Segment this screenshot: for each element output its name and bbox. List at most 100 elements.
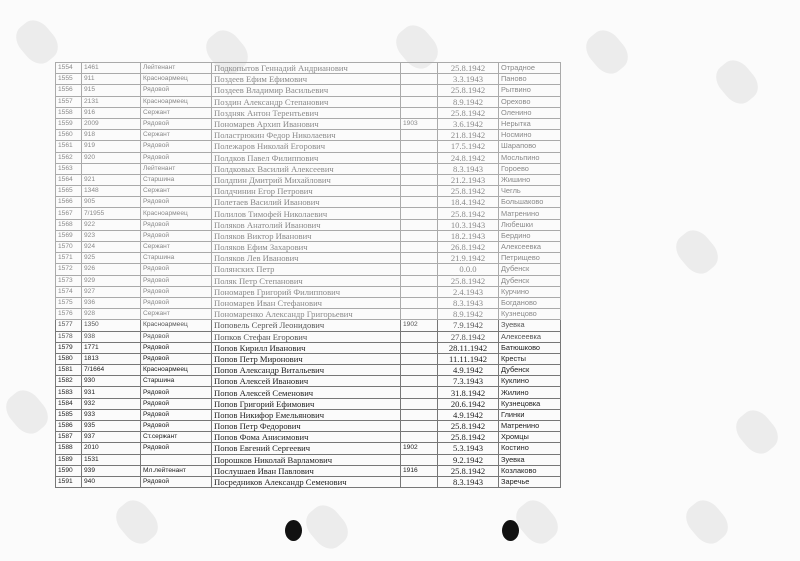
full-name: Попов Григорий Ефимович xyxy=(211,397,401,410)
full-name: Пономарев Иван Стефанович xyxy=(211,296,401,310)
birth-year xyxy=(400,207,438,220)
record-id: 7/1664 xyxy=(81,364,141,377)
rank: Рядовой xyxy=(140,352,212,366)
date: 21.2.1943 xyxy=(437,173,499,187)
date: 17.5.1942 xyxy=(437,140,499,153)
record-number: 1591 xyxy=(55,475,82,489)
table-row: 1565 1348 Сержант Полдчинин Егор Петрович 25… xyxy=(55,185,561,198)
record-number: 1576 xyxy=(55,308,82,321)
record-id: 936 xyxy=(81,296,141,310)
record-id: 926 xyxy=(81,263,141,276)
record-id: 933 xyxy=(81,408,141,422)
full-name: Попов Алексей Семенович xyxy=(211,386,401,399)
rank: Лейтенант xyxy=(140,61,212,75)
birth-year xyxy=(400,285,438,298)
birth-year: 1902 xyxy=(400,319,438,332)
place: Носмино xyxy=(498,129,561,142)
date: 8.3.1943 xyxy=(437,475,499,489)
full-name: Порошков Николай Варламович xyxy=(211,453,401,466)
full-name: Полдковых Василий Алексеевич xyxy=(211,162,401,175)
table-row: 1556 915 Рядовой Поздеев Владимир Васильеви… xyxy=(55,84,561,97)
place: Батюшково xyxy=(498,341,561,354)
table-row: 1581 7/1664 Красноармеец Попов Александр Ви… xyxy=(55,364,561,377)
full-name: Попов Фома Анисимович xyxy=(211,431,401,444)
full-name: Попов Александр Витальевич xyxy=(211,364,401,377)
full-name: Полежаров Николай Егорович xyxy=(211,140,401,153)
birth-year xyxy=(400,61,438,75)
place: Глинки xyxy=(498,408,561,422)
rank: Сержант xyxy=(140,129,212,142)
date: 25.8.1942 xyxy=(437,431,499,444)
record-id: 1813 xyxy=(81,352,141,366)
record-number: 1587 xyxy=(55,431,82,444)
full-name: Поздеев Ефим Ефимович xyxy=(211,73,401,86)
date: 7.9.1942 xyxy=(437,319,499,332)
rank: Рядовой xyxy=(140,263,212,276)
full-name: Попов Никифор Емельянович xyxy=(211,408,401,422)
place: Дубенск xyxy=(498,364,561,377)
rank: Ст.сержант xyxy=(140,431,212,444)
full-name: Попов Кирилл Иванович xyxy=(211,341,401,354)
rank: Рядовой xyxy=(140,442,212,455)
record-number: 1580 xyxy=(55,352,82,366)
rank: Рядовой xyxy=(140,397,212,410)
birth-year: 1916 xyxy=(400,464,438,477)
date: 3.6.1942 xyxy=(437,117,499,131)
date: 21.9.1942 xyxy=(437,252,499,265)
table-row: 1557 2131 Красноармеец Поздин Александр Сте… xyxy=(55,95,561,108)
full-name: Пономарев Григорий Филиппович xyxy=(211,285,401,298)
full-name: Попов Петр Миронович xyxy=(211,352,401,366)
place: Богданово xyxy=(498,296,561,310)
record-id: 920 xyxy=(81,151,141,164)
place: Заречье xyxy=(498,475,561,489)
record-id: 935 xyxy=(81,419,141,433)
table-row: 1573 929 Рядовой Поляк Петр Степанович 25.8.… xyxy=(55,274,561,287)
date: 24.8.1942 xyxy=(437,151,499,164)
record-id: 2131 xyxy=(81,95,141,108)
record-id: 7/1955 xyxy=(81,207,141,220)
record-id: 931 xyxy=(81,386,141,399)
rank: Сержант xyxy=(140,240,212,254)
place: Орехово xyxy=(498,95,561,108)
date: 25.8.1942 xyxy=(437,84,499,97)
date: 4.9.1942 xyxy=(437,364,499,377)
birth-year xyxy=(400,274,438,287)
place: Кузнецовка xyxy=(498,397,561,410)
full-name: Попков Стефан Егорович xyxy=(211,330,401,343)
date: 9.2.1942 xyxy=(437,453,499,466)
rank: Рядовой xyxy=(140,285,212,298)
date: 27.8.1942 xyxy=(437,330,499,343)
table-row: 1564 921 Старшина Полдпин Дмитрий Михайлови… xyxy=(55,173,561,187)
table-row: 1571 925 Старшина Поляков Лев Иванович 21.9.… xyxy=(55,252,561,265)
date: 18.4.1942 xyxy=(437,196,499,209)
date: 25.8.1942 xyxy=(437,185,499,198)
rank: Рядовой xyxy=(140,117,212,131)
birth-year xyxy=(400,162,438,175)
rank: Красноармеец xyxy=(140,207,212,220)
table-row: 1577 1350 Красноармеец Поповель Сергей Леон… xyxy=(55,319,561,332)
rank: Рядовой xyxy=(140,296,212,310)
birth-year xyxy=(400,330,438,343)
date: 21.8.1942 xyxy=(437,129,499,142)
rank: Рядовой xyxy=(140,475,212,489)
date: 2.4.1943 xyxy=(437,285,499,298)
record-id: 916 xyxy=(81,106,141,119)
record-number: 1570 xyxy=(55,240,82,254)
record-number: 1575 xyxy=(55,296,82,310)
full-name: Полдпин Дмитрий Михайлович xyxy=(211,173,401,187)
birth-year xyxy=(400,364,438,377)
record-id: 1461 xyxy=(81,61,141,75)
table-row: 1558 916 Сержант Поздняк Антон Терентьевич 2… xyxy=(55,106,561,119)
table-row: 1559 2009 Рядовой Пономарев Архип Иванович 1… xyxy=(55,117,561,131)
table-row: 1587 937 Ст.сержант Попов Фома Анисимович 25… xyxy=(55,431,561,444)
punch-hole xyxy=(502,520,519,541)
birth-year xyxy=(400,375,438,388)
record-number: 1560 xyxy=(55,129,82,142)
place: Бердино xyxy=(498,229,561,243)
birth-year xyxy=(400,84,438,97)
table-row: 1583 931 Рядовой Попов Алексей Семенович 31.… xyxy=(55,386,561,399)
date: 25.8.1942 xyxy=(437,419,499,433)
rank: Рядовой xyxy=(140,341,212,354)
record-id: 1771 xyxy=(81,341,141,354)
place: Паново xyxy=(498,73,561,86)
